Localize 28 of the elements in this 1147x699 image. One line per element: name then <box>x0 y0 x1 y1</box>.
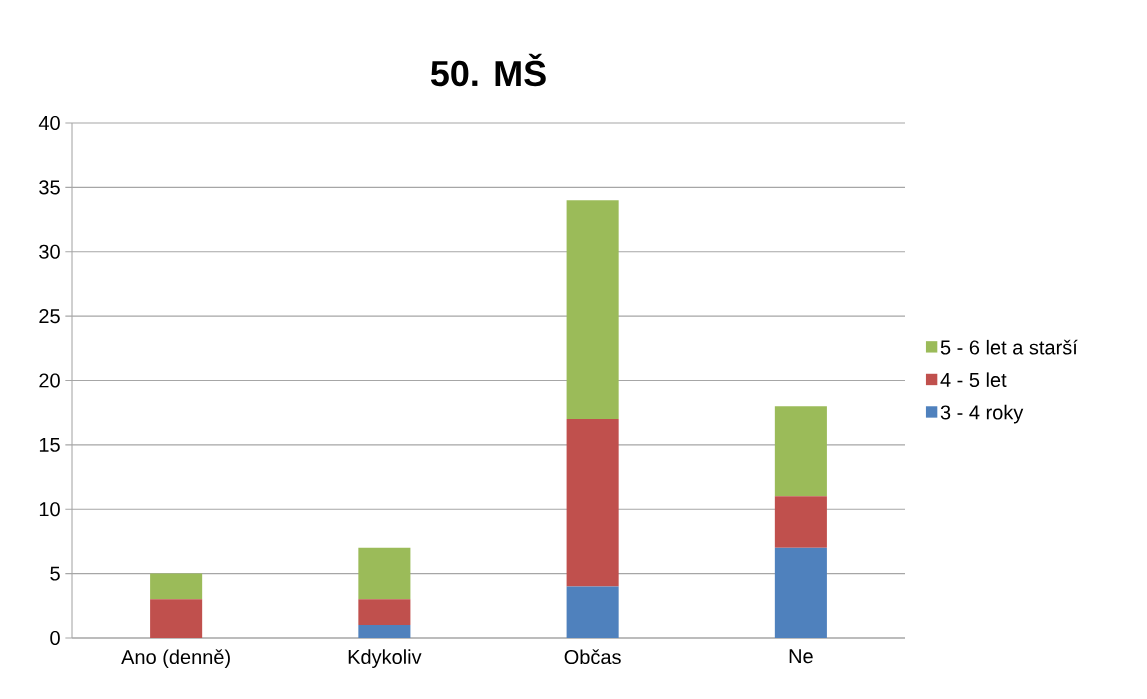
bar <box>774 547 827 638</box>
legend-label: 3 - 4 roky <box>940 404 1024 424</box>
bar <box>358 599 411 626</box>
bar <box>150 599 203 638</box>
x-tick-label: Ne <box>789 649 813 664</box>
x-tick-label: Občas <box>564 649 621 665</box>
legend-label: 4 - 5 let <box>940 372 1007 388</box>
x-tick-label: Kdykoliv <box>348 649 422 668</box>
y-tick-label: 15 <box>39 437 60 452</box>
bar <box>358 547 411 600</box>
y-tick-label: 0 <box>50 630 60 646</box>
legend-label: 5 - 6 let a starší <box>940 339 1078 355</box>
y-tick-label: 40 <box>38 115 60 131</box>
bar <box>358 625 411 638</box>
y-tick-label: 20 <box>39 373 60 388</box>
y-tick-label: 35 <box>39 180 60 195</box>
bar <box>150 573 203 600</box>
bar <box>566 200 619 420</box>
bar <box>566 586 619 638</box>
bar <box>774 496 827 548</box>
y-tick-label: 10 <box>39 502 60 517</box>
y-tick-label: 5 <box>50 566 60 581</box>
y-tick-label: 30 <box>39 244 60 259</box>
chart-title: 50. MŠ <box>430 53 546 87</box>
y-tick-label: 25 <box>39 309 60 324</box>
bar <box>774 406 827 497</box>
x-tick-label: Ano (denně) <box>121 649 230 669</box>
bar <box>566 419 619 587</box>
